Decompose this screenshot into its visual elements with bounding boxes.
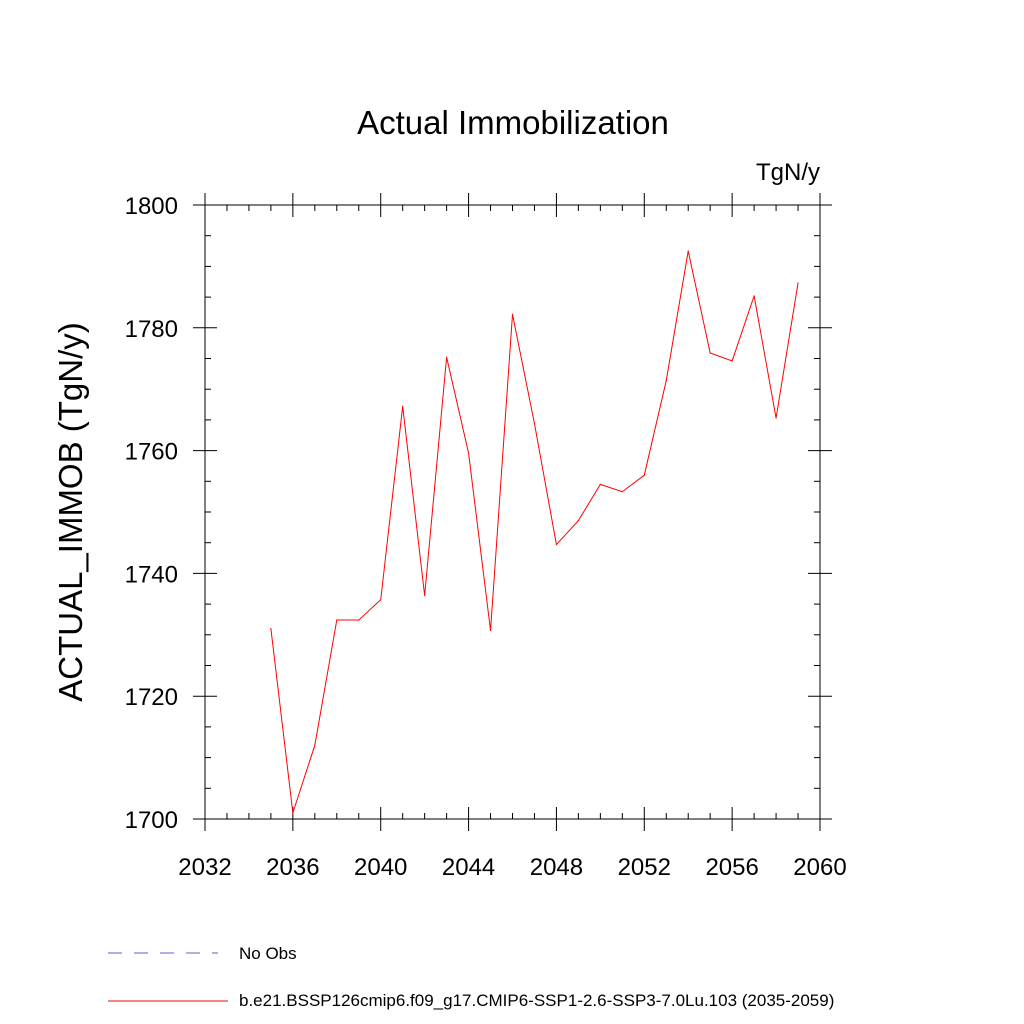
x-tick-label: 2060 [793, 854, 846, 881]
legend: No Obs b.e21.BSSP126cmip6.f09_g17.CMIP6-… [108, 944, 834, 1010]
data-point [511, 313, 514, 315]
data-point [775, 417, 777, 419]
x-tick-label: 2040 [354, 854, 407, 881]
data-point [314, 744, 316, 746]
x-tick-label: 2032 [178, 854, 231, 881]
x-tick-label: 2044 [442, 854, 495, 881]
x-tick-label: 2056 [705, 854, 758, 881]
data-point [621, 491, 623, 493]
data-point [380, 599, 382, 601]
data-point [292, 812, 294, 814]
data-point [797, 282, 799, 284]
y-tick-label: 1800 [125, 193, 178, 220]
y-tick-label: 1720 [125, 684, 178, 711]
data-point [270, 628, 272, 630]
data-point [577, 519, 579, 522]
units-label: TgN/y [756, 159, 820, 186]
data-point [489, 629, 492, 632]
x-tick-label: 2036 [266, 854, 319, 881]
tick-labels: 2032 2036 2040 2044 2048 2052 2056 2060 1700 1720… [125, 193, 847, 881]
y-tick-label: 1740 [125, 561, 178, 588]
data-point [731, 360, 733, 362]
plot-frame [204, 204, 821, 820]
y-axis-label: ACTUAL_IMMOB (TgN/y) [52, 322, 89, 702]
y-tick-label: 1780 [125, 316, 178, 343]
chart-title: Actual Immobilization [357, 104, 669, 141]
x-tick-label: 2052 [618, 854, 671, 881]
data-point [446, 356, 448, 358]
data-point [402, 405, 404, 407]
data-point [687, 250, 689, 252]
data-point [709, 352, 711, 354]
data-point [467, 452, 470, 454]
data-point [555, 543, 558, 546]
axis-ticks [193, 193, 832, 831]
data-point [753, 295, 755, 297]
y-tick-label: 1760 [125, 439, 178, 466]
data-point [665, 380, 667, 382]
x-tick-label: 2048 [530, 854, 583, 881]
data-point [336, 619, 338, 621]
data-point [358, 619, 360, 621]
legend-label-model: b.e21.BSSP126cmip6.f09_g17.CMIP6-SSP1-2.… [239, 991, 834, 1010]
data-point [533, 422, 536, 425]
data-point [599, 483, 601, 485]
data-point [643, 474, 645, 476]
series-line [270, 250, 799, 814]
y-tick-label: 1700 [125, 807, 178, 834]
data-point [424, 594, 426, 597]
legend-label-no-obs: No Obs [239, 944, 297, 963]
series-group [270, 250, 799, 814]
